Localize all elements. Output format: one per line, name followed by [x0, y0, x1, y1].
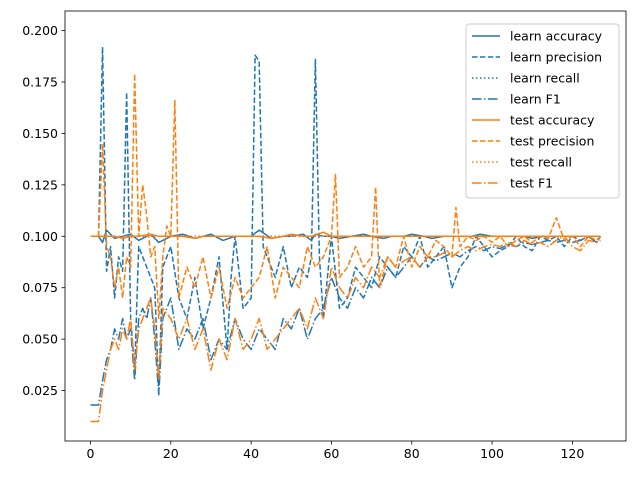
x-axis: 0 20 40 60 80 100 120 — [87, 441, 584, 461]
legend-label: learn F1 — [510, 92, 561, 107]
x-tick-label: 60 — [323, 446, 339, 461]
legend-label: learn precision — [510, 50, 602, 65]
series-line-6 — [90, 73, 602, 320]
legend-label: learn recall — [510, 71, 580, 86]
x-tick-label: 0 — [87, 446, 95, 461]
series-line-8 — [90, 235, 601, 423]
legend: learn accuracy learn precision learn recal… — [465, 23, 620, 199]
y-tick-label: 0.075 — [22, 280, 58, 295]
x-tick-label: 80 — [404, 446, 420, 461]
y-tick-label: 0.150 — [22, 126, 58, 141]
series-line-4 — [90, 235, 602, 406]
legend-label: test precision — [510, 134, 594, 149]
x-tick-label: 20 — [163, 446, 179, 461]
legend-label: learn accuracy — [510, 29, 603, 44]
x-tick-label: 100 — [480, 446, 504, 461]
series-line-2 — [90, 46, 602, 392]
x-tick-label: 120 — [560, 446, 584, 461]
plot-area — [64, 10, 627, 442]
legend-label: test recall — [510, 155, 572, 170]
y-tick-label: 0.050 — [22, 332, 58, 347]
legend-box — [465, 23, 620, 199]
y-tick-label: 0.100 — [22, 229, 58, 244]
y-tick-label: 0.125 — [22, 177, 58, 192]
legend-label: test accuracy — [510, 113, 595, 128]
y-axis: 0.025 0.050 0.075 0.100 0.125 0.150 0.175 0.200 — [22, 23, 65, 398]
y-tick-label: 0.200 — [22, 23, 58, 38]
axes-frame — [64, 10, 627, 442]
y-tick-label: 0.025 — [22, 383, 58, 398]
y-tick-label: 0.175 — [22, 74, 58, 89]
legend-label: test F1 — [510, 176, 553, 191]
x-tick-label: 40 — [243, 446, 259, 461]
